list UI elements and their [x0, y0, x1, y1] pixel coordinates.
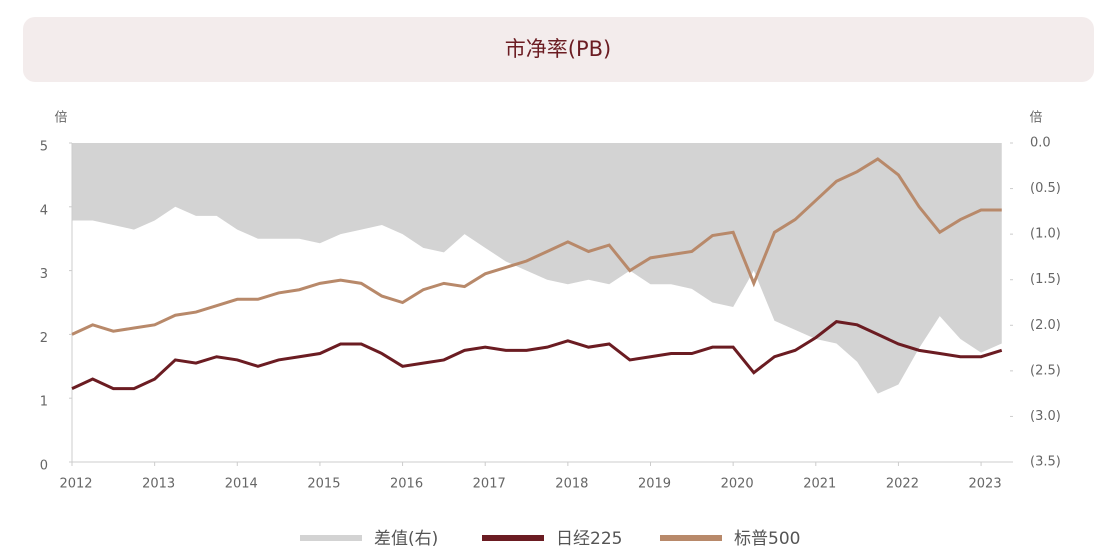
y2-tick-label: (3.5) — [1030, 455, 1061, 470]
x-tick-label: 2023 — [969, 477, 1002, 492]
title-box — [23, 17, 1094, 82]
y-unit: 倍 — [54, 111, 67, 126]
x-tick-label: 2014 — [225, 477, 258, 492]
y2-tick-label: (2.0) — [1030, 318, 1061, 333]
x-tick-label: 2013 — [142, 477, 175, 492]
y2-tick-label: (1.0) — [1030, 227, 1061, 242]
line-1 — [71, 320, 1003, 391]
x-tick-label: 2016 — [390, 477, 423, 492]
legend-swatch — [300, 535, 362, 541]
x-tick-label: 2015 — [307, 477, 340, 492]
legend-label: 差值(右) — [374, 529, 438, 549]
y-tick-label: 5 — [40, 140, 48, 155]
legend-label: 日经225 — [556, 529, 622, 549]
y-tick-label: 1 — [40, 395, 48, 410]
y-tick-label: 4 — [40, 203, 48, 218]
diff-area — [72, 143, 1002, 394]
x-tick-label: 2017 — [473, 477, 506, 492]
y2-unit: 倍 — [1029, 111, 1042, 126]
x-tick-label: 2018 — [555, 477, 588, 492]
y2-tick-label: (1.5) — [1030, 272, 1061, 287]
y-tick-label: 3 — [40, 267, 48, 282]
chart-title: 市净率(PB) — [505, 37, 611, 61]
y-tick-label: 0 — [40, 459, 48, 474]
legend-label: 标普500 — [734, 529, 800, 549]
y2-tick-label: (0.5) — [1030, 181, 1061, 196]
y-tick-label: 2 — [40, 331, 48, 346]
legend-swatch — [660, 535, 722, 541]
x-tick-label: 2021 — [803, 477, 836, 492]
x-tick-label: 2022 — [886, 477, 919, 492]
y2-tick-label: (3.0) — [1030, 409, 1061, 424]
x-tick-label: 2012 — [59, 477, 92, 492]
y2-tick-label: (2.5) — [1030, 363, 1061, 378]
legend-swatch — [482, 535, 544, 541]
x-tick-label: 2019 — [638, 477, 671, 492]
x-tick-label: 2020 — [721, 477, 754, 492]
y2-tick-label: 0.0 — [1030, 136, 1051, 151]
line-2 — [71, 157, 1002, 336]
